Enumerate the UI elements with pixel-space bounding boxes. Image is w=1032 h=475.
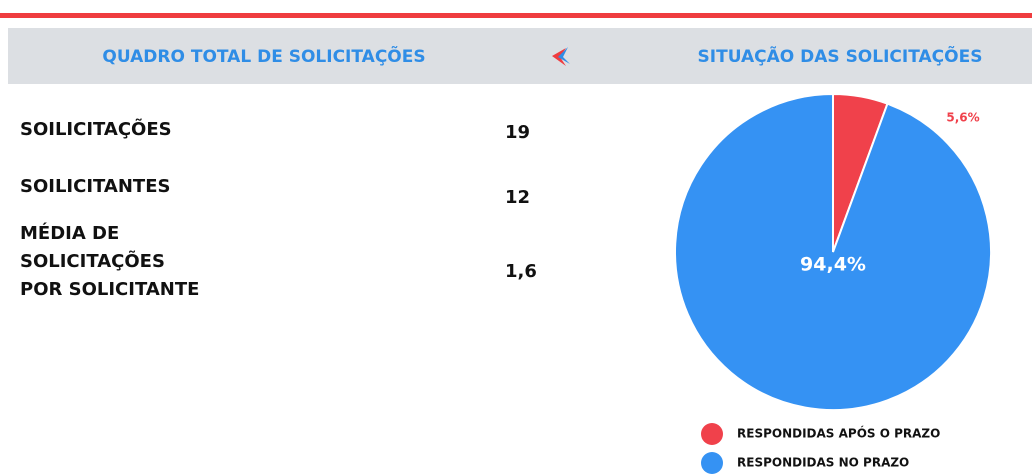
top-bar	[0, 13, 1032, 18]
stat-value: 19	[505, 122, 530, 143]
stat-value: 12	[505, 187, 530, 208]
legend-swatch	[701, 452, 723, 474]
left-title: QUADRO TOTAL DE SOLICITAÇÕES	[102, 44, 425, 67]
legend-label: RESPONDIDAS NO PRAZO	[737, 456, 909, 470]
stat-value: 1,6	[505, 261, 537, 282]
stat-label: POR SOLICITANTE	[20, 279, 199, 300]
stat-label: SOILICITAÇÕES	[20, 117, 172, 140]
logo	[552, 47, 570, 66]
legend-swatch	[701, 423, 723, 445]
legend-label: RESPONDIDAS APÓS O PRAZO	[737, 426, 940, 441]
slice-label: 94,4%	[800, 254, 866, 276]
right-title: SITUAÇÃO DAS SOLICITAÇÕES	[698, 44, 983, 67]
stat-label: SOLICITAÇÕES	[20, 249, 165, 272]
stat-label: SOILICITANTES	[20, 176, 170, 197]
header-band	[8, 28, 1032, 84]
slice-label: 5,6%	[946, 111, 979, 125]
pie-slice	[674, 92, 992, 411]
stat-label: MÉDIA DE	[20, 222, 119, 244]
